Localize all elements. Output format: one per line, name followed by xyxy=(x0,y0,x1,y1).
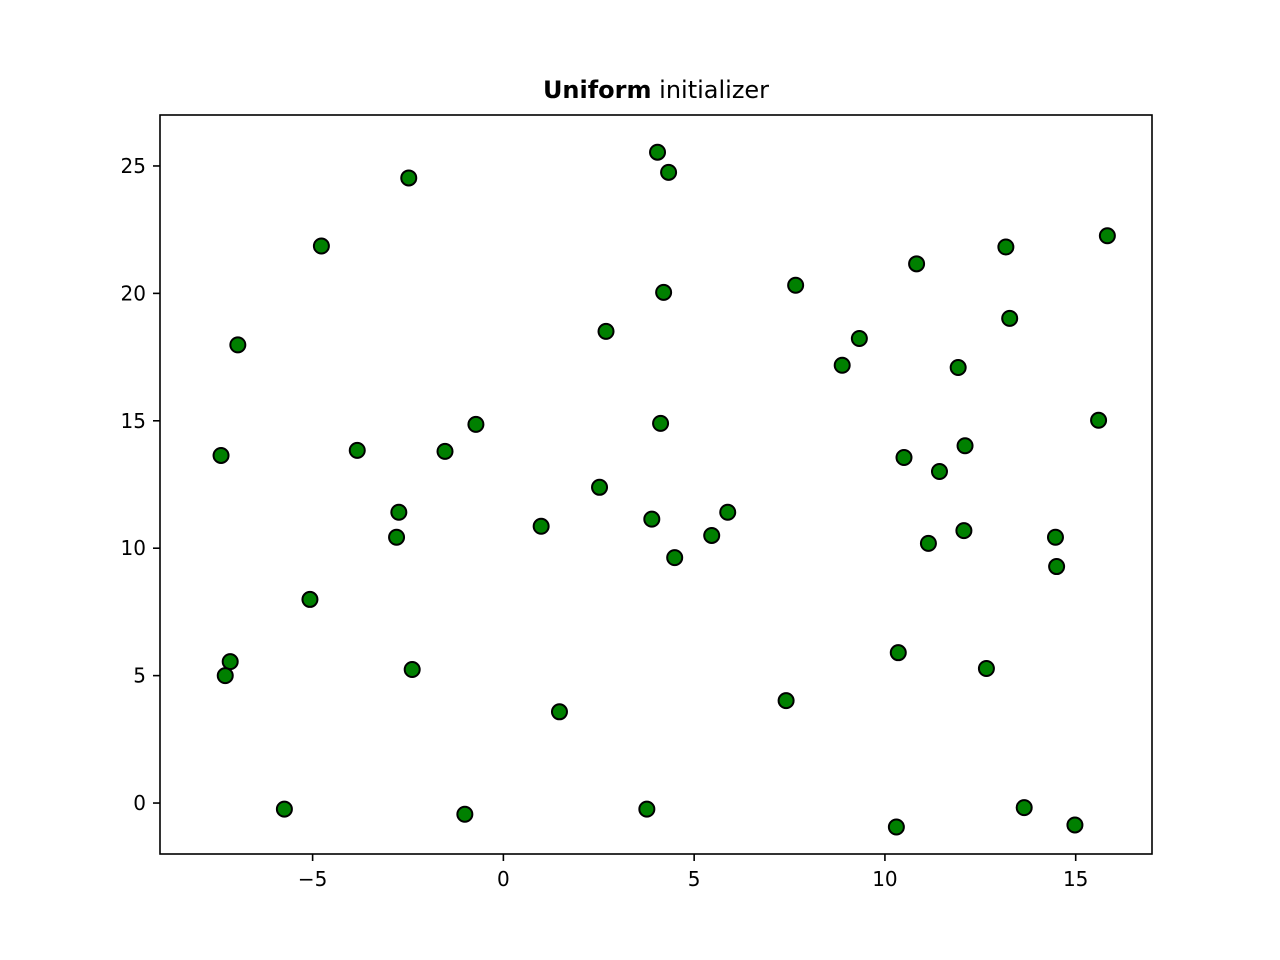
y-tick-label: 15 xyxy=(121,409,146,433)
data-point xyxy=(1090,411,1108,429)
data-point xyxy=(1046,528,1064,546)
data-point xyxy=(348,441,366,459)
data-point xyxy=(719,503,737,521)
data-point xyxy=(955,522,973,540)
data-point xyxy=(949,359,967,377)
data-point xyxy=(216,667,234,685)
data-point xyxy=(1001,309,1019,327)
data-point xyxy=(660,163,678,181)
data-point xyxy=(229,336,247,354)
data-point xyxy=(956,437,974,455)
data-point xyxy=(591,478,609,496)
x-tick-label: 15 xyxy=(1063,867,1088,891)
data-point xyxy=(436,442,454,460)
data-point xyxy=(550,703,568,721)
data-point xyxy=(390,503,408,521)
data-point xyxy=(400,169,418,187)
x-axis: −5 0 5 10 15 xyxy=(298,854,1088,891)
data-point xyxy=(388,528,406,546)
data-point xyxy=(1066,816,1084,834)
y-tick-label: 5 xyxy=(133,664,146,688)
data-point xyxy=(887,818,905,836)
data-point xyxy=(652,414,670,432)
data-point xyxy=(777,692,795,710)
data-point xyxy=(403,661,421,679)
plot-frame xyxy=(159,114,1153,855)
data-point xyxy=(221,653,239,671)
data-point xyxy=(467,415,485,433)
data-point xyxy=(908,255,926,273)
data-point xyxy=(655,283,673,301)
y-tick-label: 25 xyxy=(121,154,146,178)
data-point xyxy=(889,644,907,662)
data-point xyxy=(1015,799,1033,817)
data-point xyxy=(666,549,684,567)
data-point xyxy=(456,805,474,823)
data-point xyxy=(1048,558,1066,576)
x-tick-label: 5 xyxy=(688,867,701,891)
data-point xyxy=(977,659,995,677)
data-point xyxy=(638,800,656,818)
data-point xyxy=(312,237,330,255)
data-point xyxy=(703,526,721,544)
y-tick-label: 10 xyxy=(121,536,146,560)
y-tick-label: 0 xyxy=(133,791,146,815)
data-point xyxy=(212,446,230,464)
data-point xyxy=(895,448,913,466)
data-point xyxy=(997,238,1015,256)
y-tick-label: 20 xyxy=(121,281,146,305)
points-layer xyxy=(212,143,1116,836)
data-point xyxy=(532,517,550,535)
x-tick-label: −5 xyxy=(298,867,327,891)
data-point xyxy=(1098,227,1116,245)
data-point xyxy=(930,463,948,481)
data-point xyxy=(597,322,615,340)
data-point xyxy=(301,590,319,608)
chart-title-bold: Uniform xyxy=(543,76,652,104)
data-point xyxy=(649,143,667,161)
data-point xyxy=(833,356,851,374)
y-axis: 0 5 10 15 20 25 xyxy=(121,154,160,815)
data-point xyxy=(787,276,805,294)
data-point xyxy=(919,534,937,552)
data-point xyxy=(850,329,868,347)
x-tick-label: 0 xyxy=(497,867,510,891)
data-point xyxy=(643,510,661,528)
data-point xyxy=(275,800,293,818)
chart-title-rest: initializer xyxy=(652,76,770,104)
chart-title: Uniform initializer xyxy=(543,76,769,104)
x-tick-label: 10 xyxy=(872,867,897,891)
